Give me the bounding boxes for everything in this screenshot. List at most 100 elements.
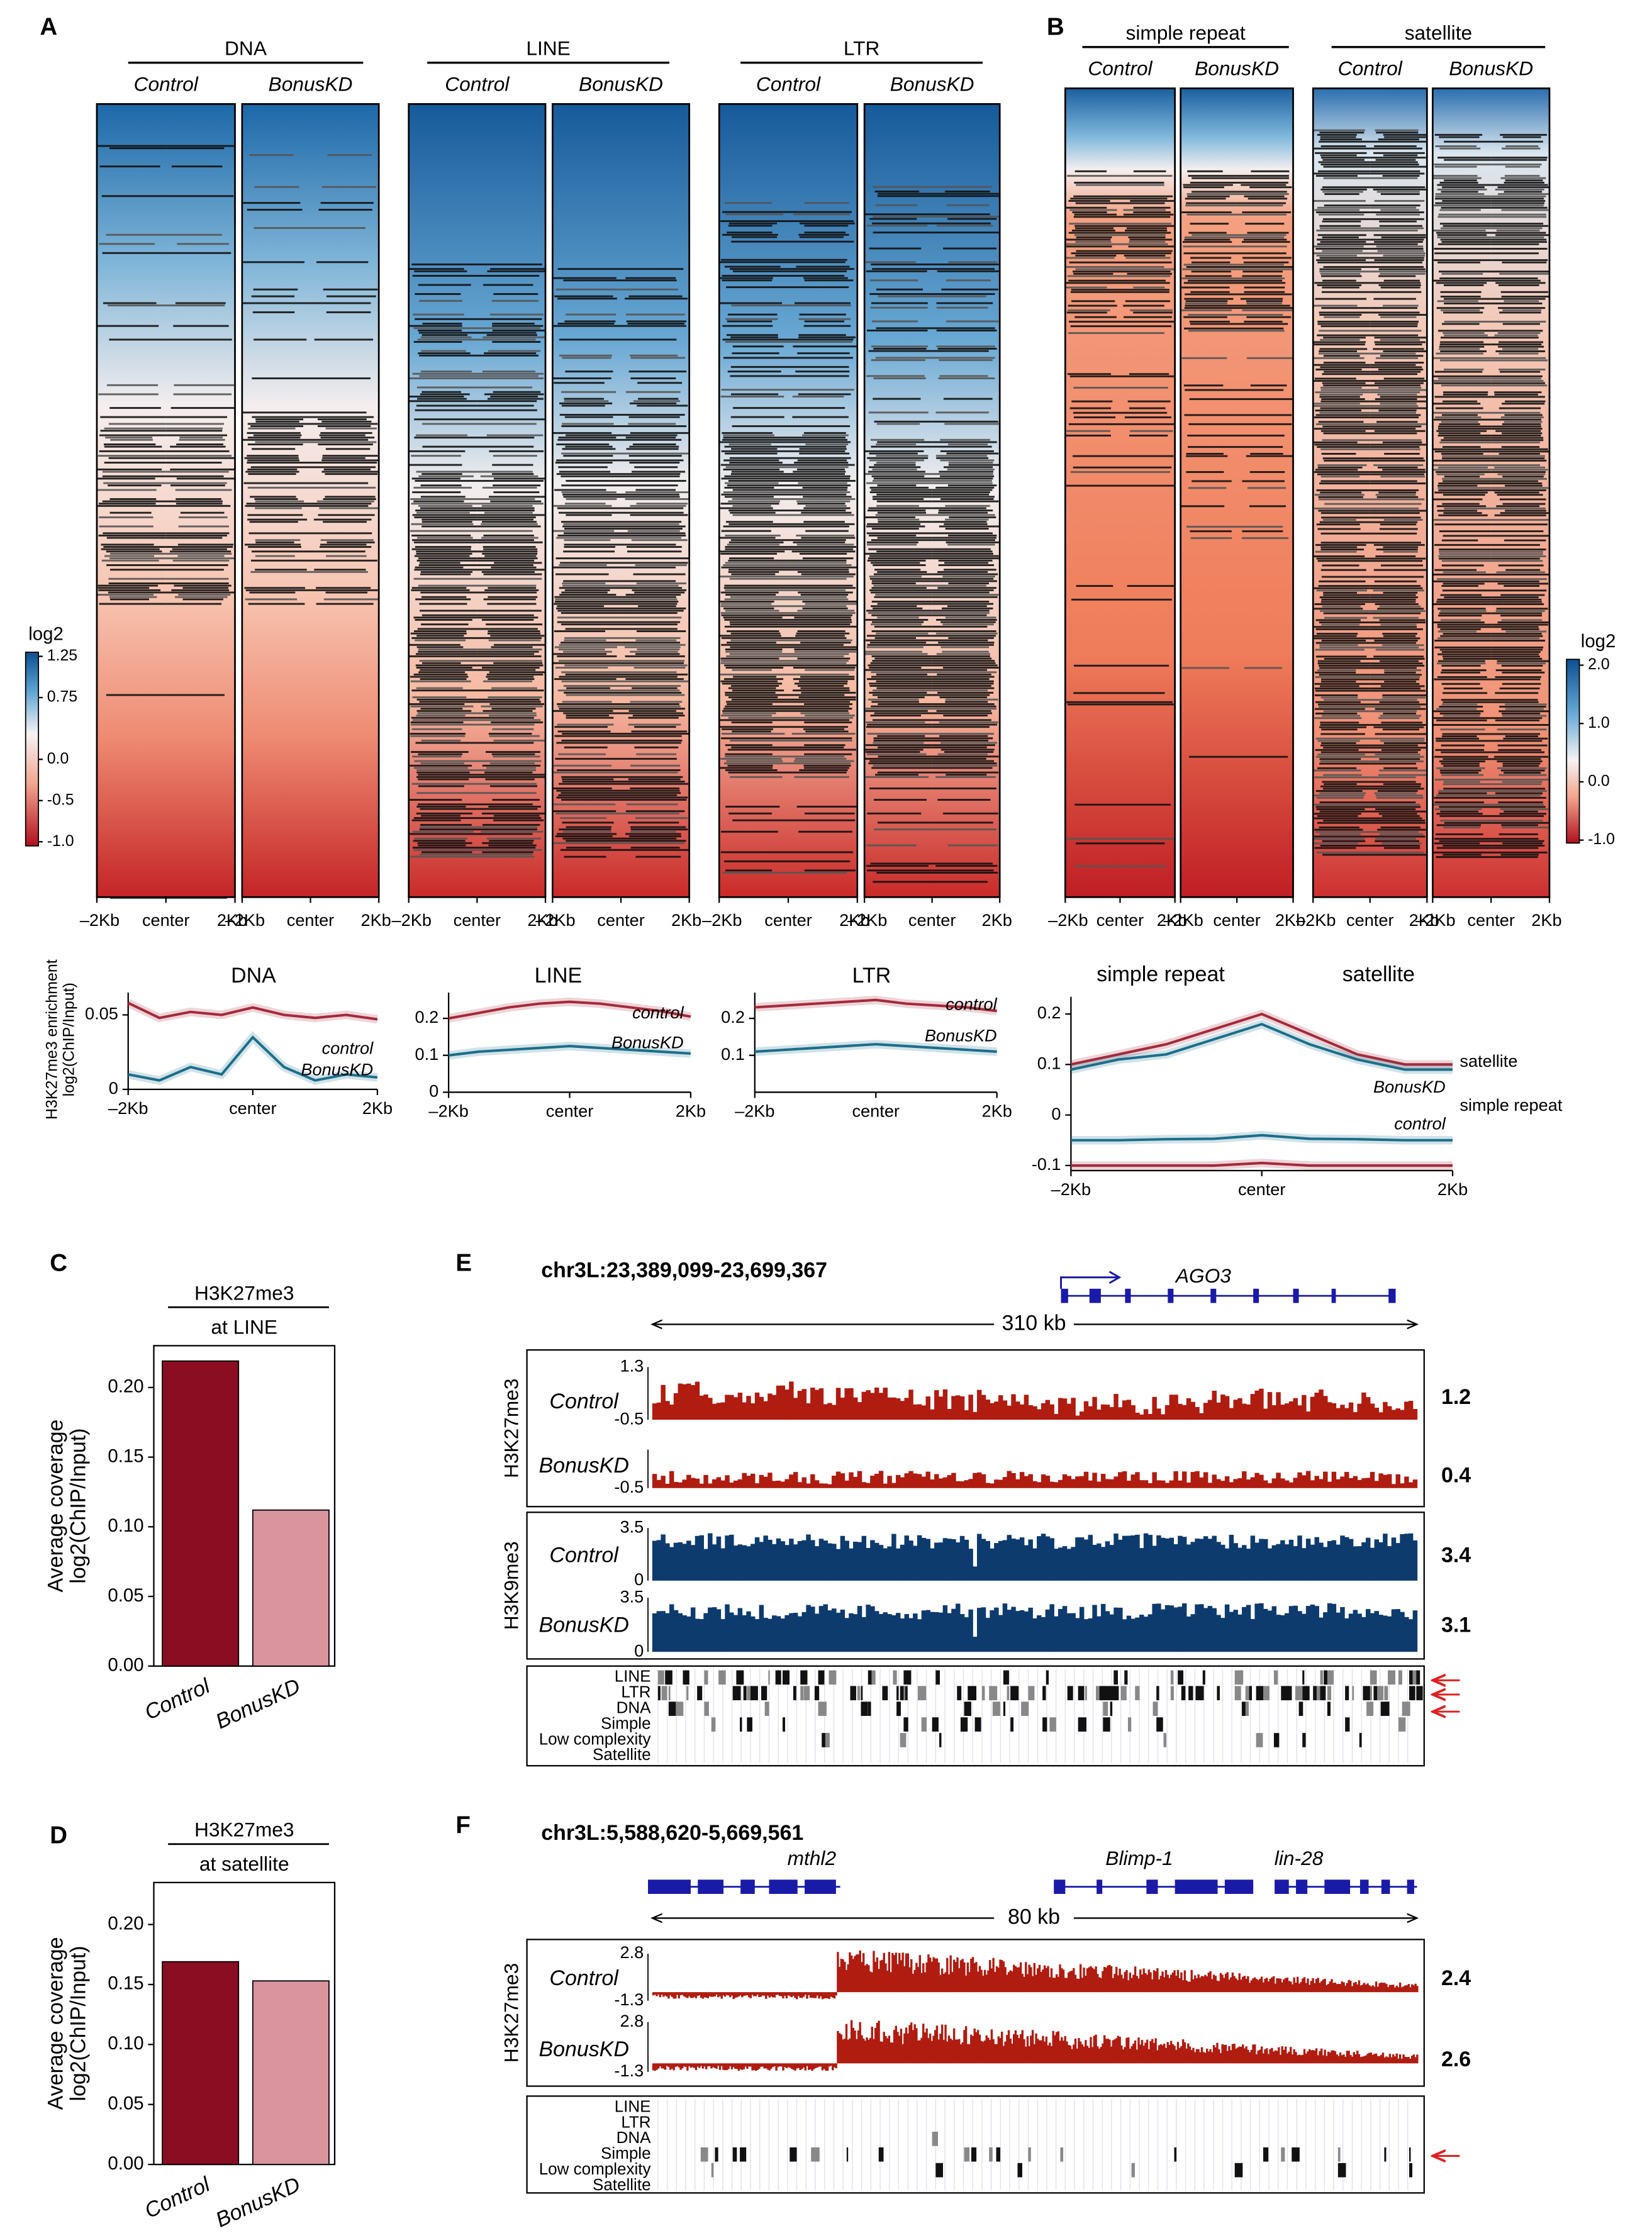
stripe [865,744,932,747]
stripe [1120,803,1171,806]
stripe [871,655,932,657]
signal-bin [1075,1537,1080,1581]
stripe [555,598,622,601]
signal-bin [925,1396,930,1420]
signal-bin [980,1969,983,1993]
signal-bin [895,1398,901,1420]
stripe [1244,291,1285,293]
signal-bin [1045,1609,1051,1652]
signal-bin [866,1483,871,1488]
signal-bin [814,1992,817,1998]
signal-bin [1124,1971,1126,1993]
stripe [1442,477,1492,480]
signal-bin [887,1397,892,1420]
signal-bin [1390,1985,1393,1993]
stripe [1491,223,1544,225]
stripe [99,525,153,528]
stripe [1076,184,1120,186]
stripe [1120,261,1172,264]
stripe [932,550,993,553]
signal-bin [952,1959,956,1993]
stripe [1380,740,1425,742]
signal-bin [754,2063,757,2071]
stripe [788,220,854,223]
stripe [1130,199,1175,202]
signal-bin [725,2063,728,2071]
signal-bin [669,1547,674,1581]
repeat-element [1234,1670,1244,1685]
signal-bin [1314,1537,1319,1581]
stripe [1320,760,1370,762]
stripe [878,295,932,298]
stripe [1314,441,1358,443]
stripe [1440,820,1492,822]
signal-bin [883,1548,888,1581]
stripe [1434,569,1477,571]
stripe [419,603,467,605]
stripe [1491,796,1546,799]
stripe [630,828,688,831]
stripe [1491,535,1549,537]
signal-bin [713,1992,717,1996]
signal-bin [1242,1545,1247,1581]
stripe [1502,348,1539,350]
x-tick-label: Control [141,2172,215,2223]
signal-bin [1178,1480,1183,1488]
signal-bin [1002,1540,1008,1581]
signal-bin [1263,1480,1268,1488]
signal-bin [1093,2035,1096,2064]
repeat-element [918,1686,927,1701]
repeat-element [1163,1733,1167,1747]
stripe [727,764,773,767]
signal-bin [1305,1411,1311,1420]
stripe [106,694,166,696]
signal-bin [1288,1539,1294,1581]
signal-bin [1185,1980,1188,1993]
signal-bin [920,1973,923,1993]
stripe [490,268,545,270]
stripe [419,354,477,357]
stripe [725,869,773,872]
stripe [1067,275,1120,277]
stripe [877,518,920,521]
stripe [1500,370,1541,373]
stripe [732,489,789,491]
stripe [553,842,622,844]
stripe [104,445,162,448]
signal-bin [1163,2044,1166,2064]
signal-bin [1018,2038,1020,2064]
stripe [101,543,154,546]
stripe [1505,400,1546,403]
stripe [413,541,477,543]
signal-bin [703,1549,708,1581]
signal-bin [1058,1479,1063,1488]
repeat-element [697,1686,703,1701]
stripe [637,382,683,384]
signal-bin [1083,1539,1089,1581]
stripe [1382,728,1419,731]
stripe [1496,608,1548,610]
stripe [1314,443,1370,446]
stripe [1181,211,1232,214]
stripe [936,306,988,309]
signal-bin [833,2063,836,2068]
stripe [1320,546,1358,548]
stripe [877,735,925,737]
stripe [1373,589,1424,592]
signal-bin [656,1479,662,1488]
signal-bin [792,1992,795,1996]
signal-bin [946,2041,949,2064]
signal-bin [956,1395,961,1420]
stripe [940,475,995,477]
stripe [1322,788,1370,790]
stripe [1120,195,1173,198]
stripe [1315,409,1362,412]
stripe [413,849,477,851]
stripe [552,566,622,569]
stripe [1434,646,1492,649]
signal-bin [973,2028,976,2064]
stripe [1491,231,1546,234]
stripe [1322,191,1363,193]
stripe [1374,145,1417,147]
stripe [326,295,376,298]
